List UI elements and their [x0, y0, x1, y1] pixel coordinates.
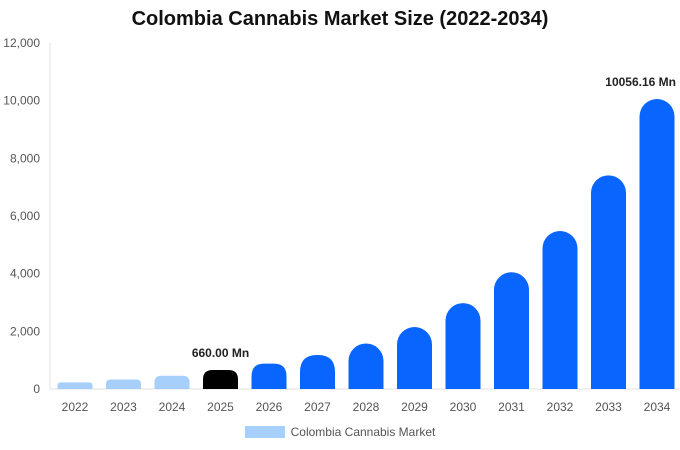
bar-2031: [494, 272, 529, 389]
y-tick-label: 4,000: [10, 267, 40, 281]
y-tick-label: 10,000: [3, 94, 40, 108]
data-label-2025: 660.00 Mn: [192, 346, 249, 360]
x-tick-label: 2026: [256, 400, 283, 414]
x-tick-label: 2028: [353, 400, 380, 414]
bar-2025: [203, 369, 238, 389]
y-tick-label: 0: [33, 382, 40, 396]
legend: Colombia Cannabis Market: [0, 425, 680, 439]
bar-2034: [639, 99, 675, 389]
x-tick-label: 2022: [62, 400, 89, 414]
bar-2026: [251, 363, 287, 389]
bar-2022: [57, 382, 93, 389]
legend-swatch: [244, 426, 285, 438]
x-tick-label: 2033: [595, 400, 622, 414]
bar-2028: [348, 343, 384, 389]
x-tick-label: 2025: [207, 400, 234, 414]
x-tick-label: 2023: [110, 400, 137, 414]
y-tick-label: 8,000: [10, 151, 40, 165]
x-tick-label: 2029: [401, 400, 428, 414]
y-tick-label: 12,000: [3, 36, 40, 50]
x-tick-label: 2032: [547, 400, 574, 414]
legend-label: Colombia Cannabis Market: [290, 425, 436, 439]
y-tick-label: 2,000: [10, 324, 40, 338]
bar-2033: [591, 175, 626, 389]
bar-2032: [542, 230, 578, 389]
bar-2029: [397, 327, 432, 389]
bar-2027: [300, 354, 335, 389]
x-tick-label: 2034: [644, 400, 671, 414]
data-label-2034: 10056.16 Mn: [605, 75, 676, 89]
x-tick-label: 2030: [450, 400, 477, 414]
bar-2030: [445, 303, 481, 389]
x-tick-label: 2031: [498, 400, 525, 414]
x-tick-label: 2024: [159, 400, 186, 414]
x-tick-label: 2027: [304, 400, 331, 414]
bar-2023: [106, 379, 141, 389]
bar-2024: [154, 375, 190, 389]
chart-title: Colombia Cannabis Market Size (2022-2034…: [131, 8, 549, 30]
y-tick-label: 6,000: [10, 209, 40, 223]
